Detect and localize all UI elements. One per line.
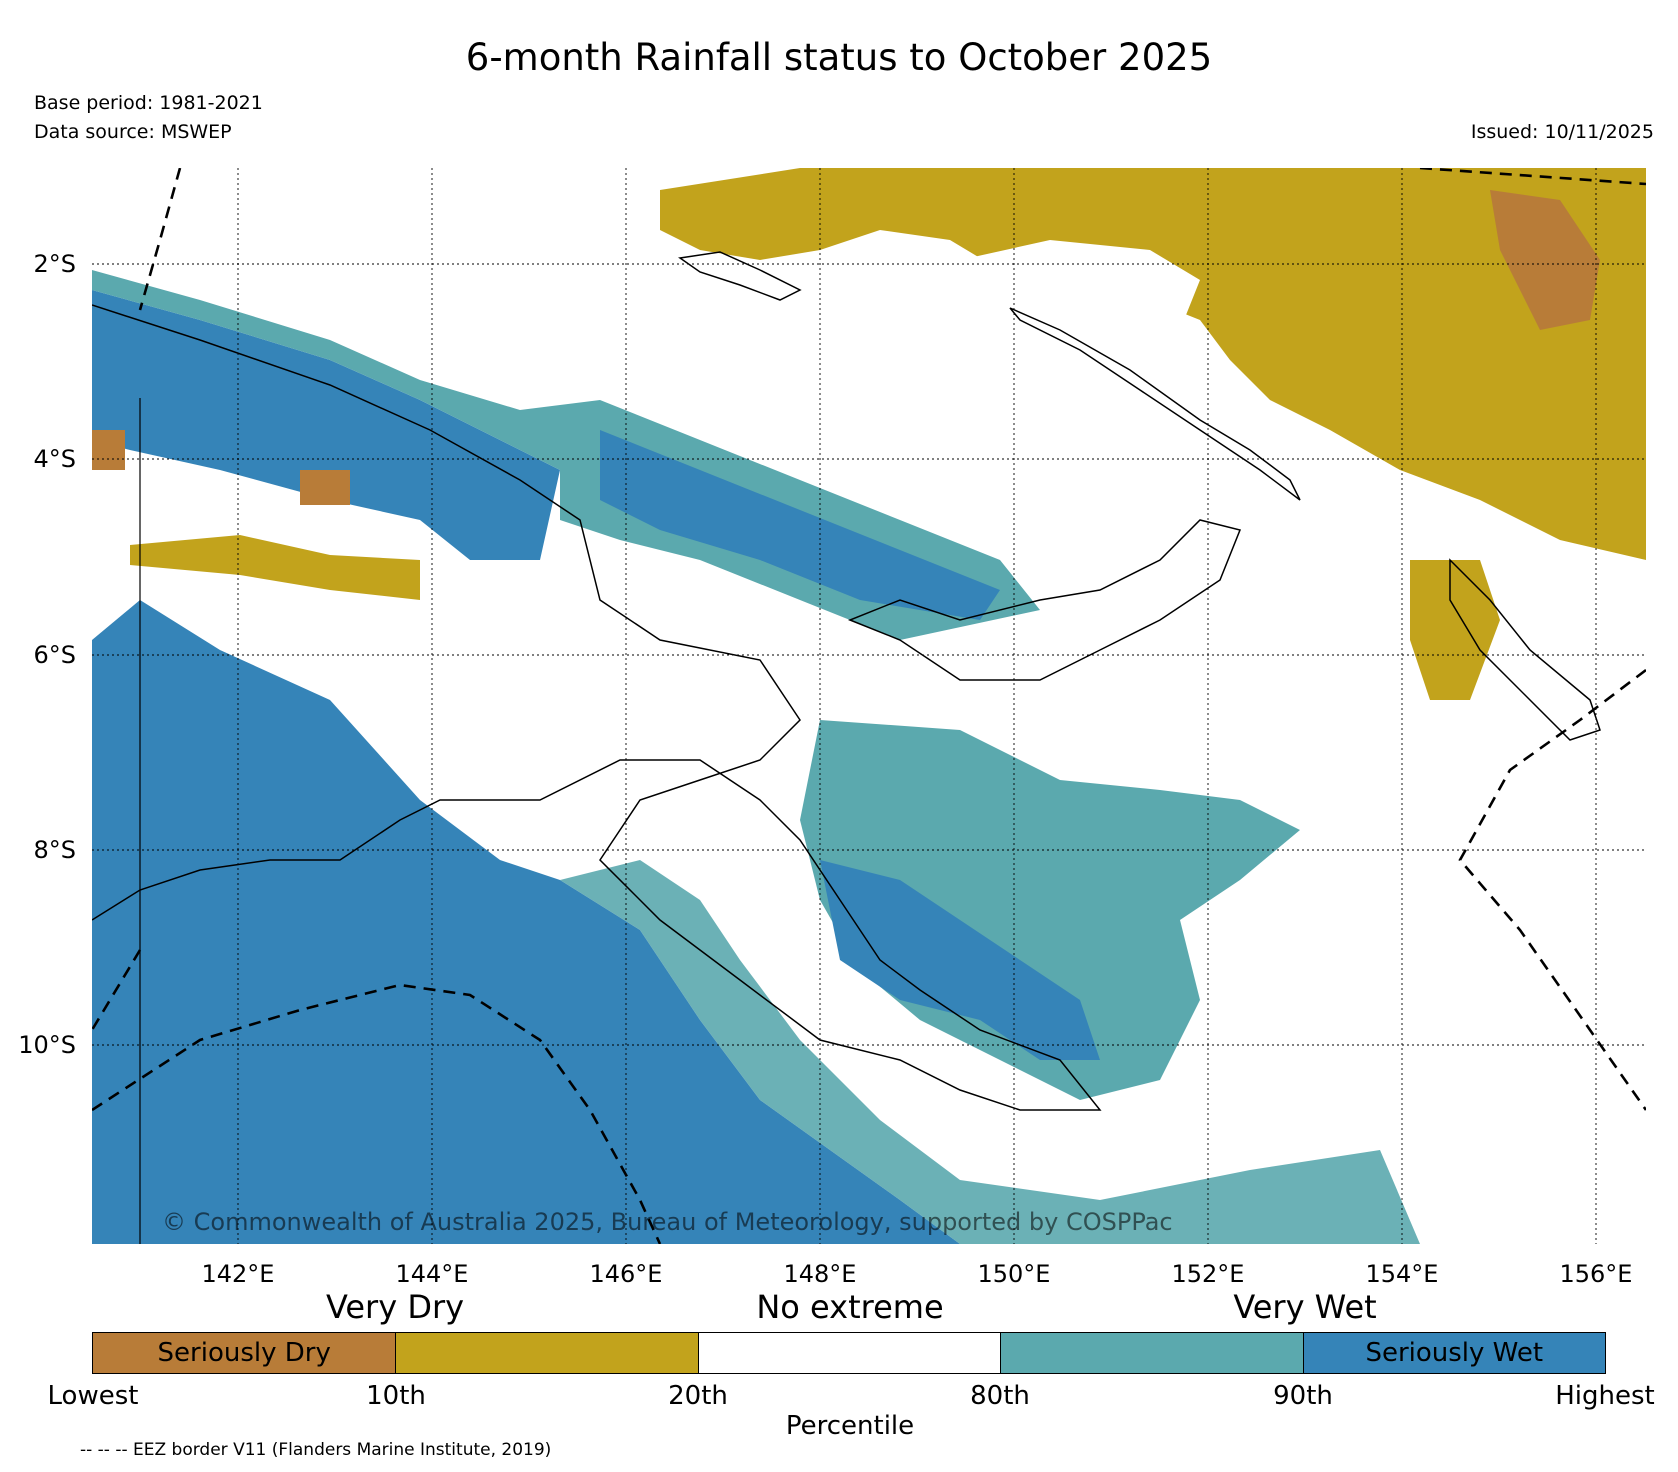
legend-very-dry-swatch: [395, 1333, 698, 1373]
legend-seriously-wet-swatch: Seriously Wet: [1302, 1333, 1605, 1373]
data-source-label: Data source: MSWEP: [34, 121, 232, 143]
percentile-tick-label: Highest: [1555, 1381, 1655, 1411]
percentile-tick-label: 80th: [970, 1381, 1030, 1411]
legend-seriously-wet-label: Seriously Wet: [1365, 1338, 1544, 1368]
legend-very-dry-label: Very Dry: [326, 1288, 464, 1326]
wet-region-central: [600, 430, 1000, 620]
percentile-tick-label: 20th: [668, 1381, 728, 1411]
legend-no-extreme-swatch: [697, 1333, 1001, 1373]
coastline-new-britain: [847, 519, 1242, 681]
percentile-tick-label: Lowest: [48, 1381, 139, 1411]
copyright-notice: © Commonwealth of Australia 2025, Bureau…: [162, 1208, 1173, 1236]
lon-tick-label: 148°E: [784, 1260, 857, 1288]
legend-no-extreme-label: No extreme: [756, 1288, 943, 1326]
wet-region-north-coast: [92, 290, 560, 560]
lat-tick-label: 4°S: [33, 445, 76, 473]
percentile-tick-label: 10th: [366, 1381, 426, 1411]
percentile-tick-label: 90th: [1273, 1381, 1333, 1411]
lon-tick-label: 154°E: [1366, 1260, 1439, 1288]
dry-region-highlands: [130, 535, 420, 600]
lon-tick-label: 156°E: [1560, 1260, 1633, 1288]
legend-very-wet-swatch: [1000, 1333, 1303, 1373]
legend-percentile-ticks: Lowest 10th 20th 80th 90th Highest Perce…: [48, 1381, 1655, 1441]
coastline-manus: [678, 251, 802, 301]
legend-very-wet-label: Very Wet: [1233, 1288, 1376, 1326]
lat-tick-label: 8°S: [33, 836, 76, 864]
map-gridlines: [92, 168, 1646, 1244]
lon-tick-label: 144°E: [396, 1260, 469, 1288]
coastline-bougainville: [1449, 558, 1601, 741]
issued-date-label: Issued: 10/11/2025: [1470, 121, 1654, 143]
wet-region-east-blue: [820, 860, 1100, 1060]
lon-axis-labels: 142°E 144°E 146°E 148°E 150°E 152°E 154°…: [202, 1260, 1633, 1288]
dry-region-bougainville: [1410, 560, 1500, 700]
dry-region-bismarck: [660, 168, 1646, 560]
map-plot-area: © Commonwealth of Australia 2025, Bureau…: [92, 168, 1646, 1244]
coastline-new-ireland: [1009, 307, 1301, 501]
lon-tick-label: 152°E: [1172, 1260, 1245, 1288]
coastline-new-guinea: [92, 304, 1102, 1111]
base-period-label: Base period: 1981-2021: [34, 92, 263, 114]
map-title: 6-month Rainfall status to October 2025: [465, 36, 1213, 79]
eez-borders: [92, 168, 1646, 1244]
legend-seriously-dry-label: Seriously Dry: [157, 1338, 331, 1368]
legend-colorbar: Seriously Dry Seriously Wet: [92, 1332, 1606, 1374]
wet-region-gulf-of-papua: [92, 600, 960, 1244]
eez-border-note: -- -- -- EEZ border V11 (Flanders Marine…: [80, 1440, 552, 1460]
seriously-dry-patch-west: [92, 430, 125, 470]
percentile-axis-label: Percentile: [786, 1411, 914, 1441]
lat-tick-label: 10°S: [18, 1031, 76, 1059]
lat-axis-labels: 2°S 4°S 6°S 8°S 10°S: [18, 250, 76, 1059]
seriously-dry-patch-ne: [1490, 190, 1600, 330]
wet-band-teal-south: [560, 860, 1420, 1244]
lon-tick-label: 142°E: [202, 1260, 275, 1288]
lon-tick-label: 146°E: [590, 1260, 663, 1288]
lat-tick-label: 2°S: [33, 250, 76, 278]
legend-seriously-dry-swatch: Seriously Dry: [93, 1333, 396, 1373]
lon-tick-label: 150°E: [978, 1260, 1051, 1288]
lat-tick-label: 6°S: [33, 641, 76, 669]
seriously-dry-patch-highlands: [300, 470, 350, 505]
legend-category-labels: Very Dry No extreme Very Wet: [326, 1288, 1377, 1326]
